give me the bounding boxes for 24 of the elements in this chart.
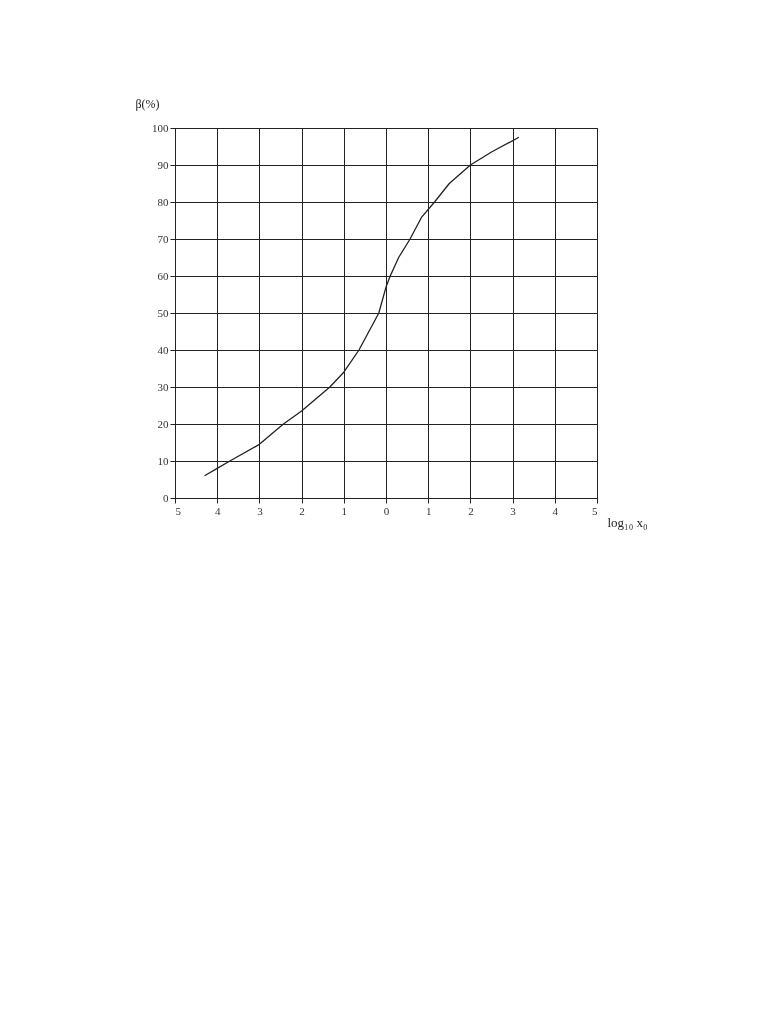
- y-tick-label: 90: [157, 158, 169, 171]
- x-tick-label: 0: [383, 504, 390, 517]
- y-tick-label: 20: [157, 417, 169, 430]
- x-tick-label: 5: [175, 504, 182, 517]
- y-tick-label: 40: [157, 343, 169, 356]
- x-tick-label: 2: [468, 504, 474, 517]
- y-tick-label: 10: [157, 454, 169, 467]
- x-tick-label: 3: [257, 504, 264, 517]
- y-tick-label: 60: [157, 269, 169, 282]
- x-tick-label: 2: [299, 504, 305, 517]
- x-tick-label: 4: [552, 504, 559, 517]
- y-tick-label: 70: [157, 232, 169, 245]
- x-tick-label: 5: [592, 504, 598, 517]
- y-tick-label: 50: [157, 306, 169, 319]
- y-tick-label: 0: [163, 491, 169, 504]
- y-tick-label: 80: [157, 195, 169, 208]
- x-tick-label: 4: [214, 504, 221, 517]
- y-tick-label: 100: [152, 121, 169, 134]
- y-tick-label: 30: [157, 380, 169, 393]
- x-tick-label: 1: [341, 504, 348, 517]
- x-axis-title: log₁₀ x₀: [607, 514, 648, 530]
- y-axis-title: β(%): [135, 96, 160, 111]
- x-tick-label: 3: [510, 504, 517, 517]
- x-tick-label: 1: [425, 504, 432, 517]
